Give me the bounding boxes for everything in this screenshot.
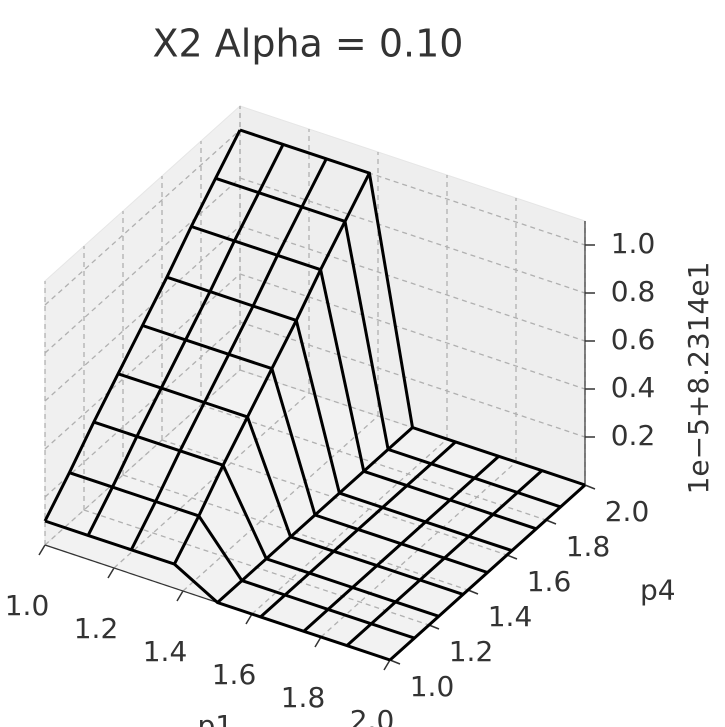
grid-line [320,461,517,638]
grid-line [44,177,241,354]
tick-mark [467,589,479,595]
tick-mark [314,636,322,648]
x-tick-label: 1.0 [5,589,50,622]
z-tick-label: 0.2 [611,419,656,452]
grid-line [239,273,586,390]
wire-line [259,440,457,619]
grid-line [239,129,586,246]
tick-mark [107,567,115,579]
tick-mark [245,613,253,625]
tick-mark [545,519,557,525]
x-tick-label: 1.4 [143,635,188,668]
grid-line [44,273,241,450]
wire-line [345,469,543,647]
tick-mark [176,590,184,602]
y-tick-label: 1.8 [566,530,611,563]
z-tick-label: 0.4 [611,371,656,404]
wire-line [302,455,500,633]
grid-line [44,321,241,498]
z-tick-label: 1.0 [611,227,656,260]
y-tick-label: 1.0 [410,670,455,703]
tick-mark [38,544,46,556]
grid-line [113,392,310,569]
z-tick-label: 0.8 [611,275,656,308]
grid-line [251,438,448,615]
y-tick-label: 1.4 [488,600,533,633]
y-tick-label: 1.6 [527,565,572,598]
x-tick-label: 1.8 [281,681,326,714]
grid-line [239,225,586,342]
z-axis-label: 1e−5+8.2314e1 [682,262,715,495]
x-tick-label: 2.0 [350,704,395,727]
tick-mark [383,659,391,671]
tick-mark [428,624,440,630]
y-axis-label: p4 [640,573,676,606]
wire-line [388,483,587,662]
wire-line [129,158,328,551]
x-tick-label: 1.6 [212,658,257,691]
tick-mark [389,659,401,665]
grid-line [239,321,586,438]
x-axis-label: p1 [197,709,233,727]
z-tick-label: 0.6 [611,323,656,356]
y-tick-label: 1.2 [449,635,494,668]
grid-line [44,225,241,402]
wire-line [43,129,242,522]
tick-mark [584,484,596,490]
chart-title: X2 Alpha = 0.10 [153,22,464,66]
wire-line [173,172,371,565]
grid-line [182,415,379,592]
tick-mark [506,554,518,560]
wire-line [86,143,285,537]
wire-line [216,426,414,604]
grid-line [44,129,241,306]
grid-line [239,177,586,294]
y-tick-label: 2.0 [605,495,650,528]
x-tick-label: 1.2 [74,612,119,645]
